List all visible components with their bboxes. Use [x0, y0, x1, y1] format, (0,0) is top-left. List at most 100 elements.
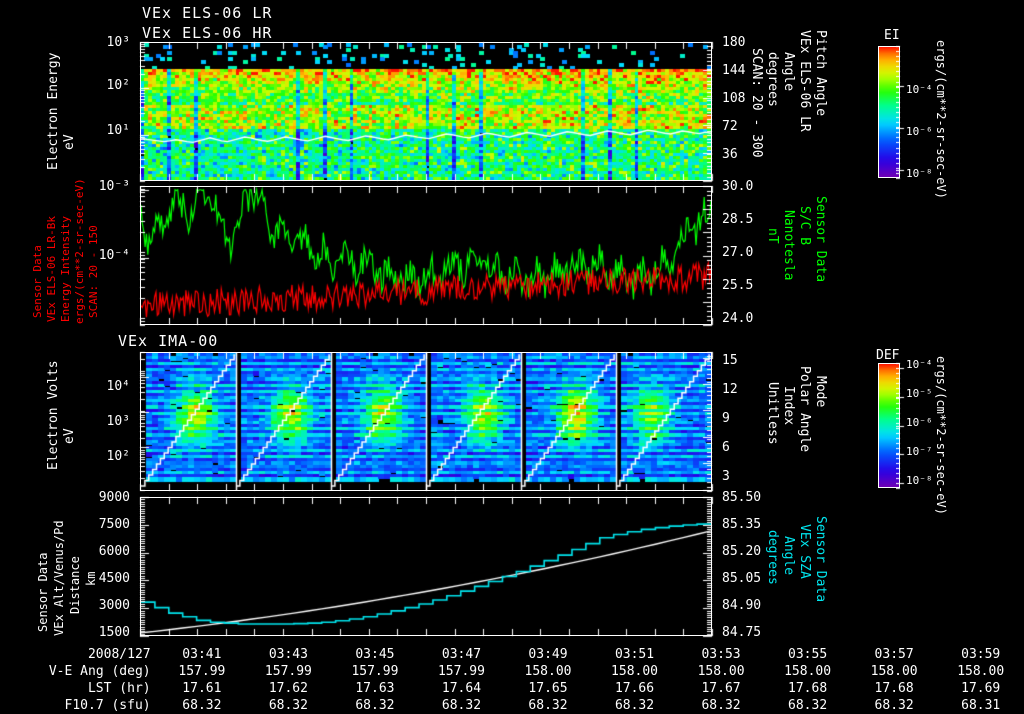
table-cell: 03:45: [355, 647, 395, 662]
table-cell: 17.61: [182, 681, 222, 696]
panel2-left-title-line5: SCAN: 20 - 150: [86, 225, 101, 318]
def-colorbar-ticklabel-3: 10⁻⁷: [906, 445, 933, 458]
table-cell: 68.31: [961, 698, 1001, 713]
table-cell: 03:47: [441, 647, 482, 662]
panel1-left-axis-title: Electron Energy: [46, 53, 61, 170]
panel-altitude-sza[interactable]: [140, 497, 712, 636]
p1r3: degrees: [765, 52, 780, 107]
p1r2: Angle: [781, 52, 796, 92]
p3r3: Unitless: [765, 382, 780, 445]
panel2-right-title-line2: S/C B: [797, 206, 812, 245]
table-cell: 158.00: [870, 664, 918, 679]
p4l1: VEx Alt/Venus/Pd: [52, 520, 66, 636]
p2r1: S/C B: [797, 206, 812, 246]
panel2-left-title-line1: Sensor Data: [30, 245, 45, 318]
panel4-left-title-line2: VEx Alt/Venus/Pd: [52, 520, 67, 636]
panel4-right-ticklabel-1: 85.35: [722, 517, 762, 532]
ei-colorbar[interactable]: [878, 46, 900, 178]
panel3-right-title-line4: Unitless: [765, 382, 780, 445]
panel-electron-energy-spectrogram[interactable]: [140, 42, 712, 181]
def-colorbar-ticklabel-2: 10⁻⁶: [906, 416, 933, 429]
panel1-title-hr: VEx ELS-06 HR: [142, 24, 273, 42]
ei-colorbar-ticklabel-2: 10⁻⁸: [906, 167, 933, 180]
p2r2: Nanotesla: [781, 210, 796, 281]
table-cell: 17.69: [961, 681, 1001, 696]
table-cell: 03:59: [961, 647, 1001, 662]
p3l1: eV: [62, 428, 77, 444]
p3r2: Index: [781, 386, 796, 426]
p4r0: Sensor Data: [813, 516, 828, 603]
spectrogram-els-image: [141, 43, 711, 180]
panel2-right-ticklabel-2: 27.0: [722, 245, 754, 260]
table-cell: 68.32: [528, 698, 568, 713]
panel3-right-ticklabel-3: 6: [722, 440, 730, 455]
p4r2: Angle: [781, 536, 796, 576]
panel4-right-ticklabel-4: 84.90: [722, 598, 762, 613]
panel1-right-title-line5: SCAN: 20 - 300: [749, 48, 764, 158]
panel1-right-ticklabel-2: 108: [722, 91, 746, 106]
p2l4: SCAN: 20 - 150: [87, 225, 100, 318]
table-row-label: 2008/127: [87, 647, 151, 662]
panel2-right-ticklabel-1: 28.5: [722, 212, 754, 227]
panel1-right-ticklabel-4: 36: [722, 147, 738, 162]
table-cell: 17.64: [441, 681, 482, 696]
panel2-right-ticklabel-3: 25.5: [722, 278, 754, 293]
table-cell: 03:53: [701, 647, 741, 662]
table-cell: 68.32: [614, 698, 655, 713]
table-cell: 68.32: [874, 698, 914, 713]
panel4-left-ticklabel-2: 6000: [98, 544, 130, 559]
panel2-right-title-line3: Nanotesla: [781, 210, 796, 280]
table-cell: 17.65: [528, 681, 568, 696]
panel2-right-ticklabel-4: 24.0: [722, 311, 754, 326]
table-cell: 03:55: [788, 647, 828, 662]
ephemeris-table-grid: 2008/127 03:41 03:43 03:45 03:47 03:49 03:51 03…: [0, 646, 1024, 714]
panel3-right-title-line2: Polar Angle: [797, 366, 812, 452]
table-cell: 158.00: [957, 664, 1005, 679]
panel4-right-ticklabel-2: 85.20: [722, 544, 762, 559]
def-colorbar[interactable]: [878, 363, 900, 488]
panel1-right-title-line2: VEx ELS-06 LR: [797, 30, 812, 132]
line-plot-intensity-bfield: [141, 187, 711, 324]
p3l0: Electron Volts: [46, 360, 61, 470]
panel4-right-ticklabel-0: 85.50: [722, 490, 762, 505]
table-cell: 68.32: [788, 698, 828, 713]
table-row: V-E Ang (deg) 157.99 157.99 157.99 157.99 158…: [0, 663, 1024, 680]
panel2-left-title-line2: VEx ELS-06 LR-Bk: [44, 216, 59, 322]
p1r1: VEx ELS-06 LR: [797, 30, 812, 132]
panel3-left-axis-units: eV: [62, 428, 77, 444]
panel3-right-ticklabel-1: 12: [722, 382, 738, 397]
p2l0: Sensor Data: [31, 245, 44, 318]
table-cell: 157.99: [351, 664, 399, 679]
panel3-title: VEx IMA-00: [118, 332, 219, 350]
table-cell: 158.00: [524, 664, 572, 679]
ei-colorbar-ticklabel-0: 10⁻⁴: [906, 83, 933, 96]
panel4-right-ticklabel-5: 84.75: [722, 625, 762, 640]
ephemeris-table-body: 2008/127 03:41 03:43 03:45 03:47 03:49 03:51 03…: [0, 646, 1024, 714]
table-row-label: F10.7 (sfu): [64, 698, 151, 713]
panel3-left-axis-title: Electron Volts: [46, 360, 61, 470]
table-row: F10.7 (sfu) 68.32 68.32 68.32 68.32 68.32 68.3…: [0, 697, 1024, 714]
p4l0: Sensor Data: [36, 552, 50, 632]
ephemeris-table: 2008/127 03:41 03:43 03:45 03:47 03:49 03:51 03…: [0, 646, 1024, 714]
panel4-left-ticklabel-3: 4500: [98, 571, 130, 586]
p3r0: Mode: [813, 376, 828, 408]
p2l1: VEx ELS-06 LR-Bk: [45, 216, 58, 322]
panel3-left-ticklabel-2: 10²: [106, 449, 130, 464]
table-cell: 03:49: [528, 647, 568, 662]
panel-energy-intensity-magfield[interactable]: [140, 186, 712, 325]
ei-colorbar-units: ergs/(cm**2-sr-sec-eV): [934, 40, 948, 199]
def-colorbar-ticklabel-0: 10⁻⁴: [906, 358, 933, 371]
panel4-right-ticklabel-3: 85.05: [722, 571, 762, 586]
table-cell: 03:41: [182, 647, 222, 662]
panel3-right-ticklabel-2: 9: [722, 411, 730, 426]
panel1-left-title-line2: eV: [62, 134, 77, 150]
table-cell: 158.00: [611, 664, 659, 679]
panel-ima-spectrogram[interactable]: [140, 352, 712, 491]
p4r3: degrees: [765, 530, 780, 585]
def-colorbar-units: ergs/(cm**2-sr-sec-eV): [934, 356, 948, 515]
panel4-right-title-line2: VEx SZA: [797, 524, 812, 579]
table-cell: 17.62: [268, 681, 308, 696]
table-cell: 68.32: [441, 698, 482, 713]
panel1-right-ticklabel-0: 180: [722, 35, 746, 50]
table-cell: 03:51: [614, 647, 655, 662]
